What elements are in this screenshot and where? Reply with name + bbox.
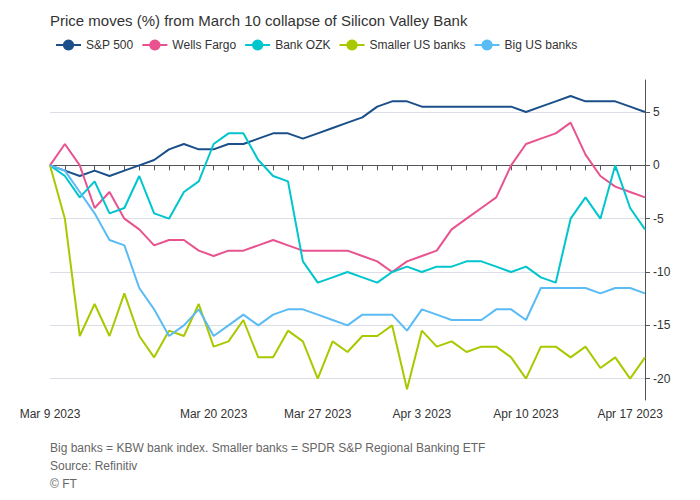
svg-text:Price moves (%) from March 10: Price moves (%) from March 10 collapse o… <box>50 12 468 29</box>
svg-text:Big US banks: Big US banks <box>505 38 578 52</box>
svg-text:-5: -5 <box>653 212 664 226</box>
svg-text:Source: Refinitiv: Source: Refinitiv <box>50 459 137 473</box>
svg-text:0: 0 <box>653 158 660 172</box>
svg-text:Mar 9 2023: Mar 9 2023 <box>20 407 81 421</box>
svg-text:S&P 500: S&P 500 <box>86 38 133 52</box>
svg-text:Apr 17 2023: Apr 17 2023 <box>597 407 663 421</box>
svg-text:Apr 3 2023: Apr 3 2023 <box>393 407 452 421</box>
svg-text:-20: -20 <box>653 372 671 386</box>
svg-text:Bank OZK: Bank OZK <box>275 38 330 52</box>
svg-text:© FT: © FT <box>50 477 78 491</box>
svg-text:5: 5 <box>653 105 660 119</box>
svg-text:Apr 10 2023: Apr 10 2023 <box>493 407 559 421</box>
svg-text:Wells Fargo: Wells Fargo <box>172 38 236 52</box>
svg-text:-15: -15 <box>653 318 671 332</box>
svg-text:Smaller US banks: Smaller US banks <box>370 38 466 52</box>
svg-text:-10: -10 <box>653 265 671 279</box>
svg-text:Mar 20 2023: Mar 20 2023 <box>180 407 248 421</box>
svg-text:Big banks = KBW bank index. Sm: Big banks = KBW bank index. Smaller bank… <box>50 441 485 455</box>
svg-text:Mar 27 2023: Mar 27 2023 <box>284 407 352 421</box>
